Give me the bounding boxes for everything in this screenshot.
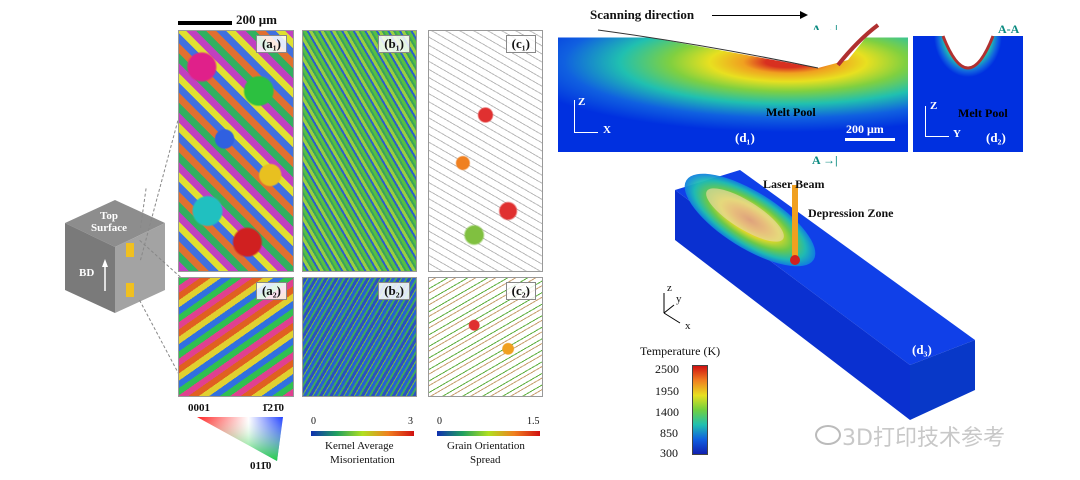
kam-title-1: Kernel Average <box>325 440 394 452</box>
d3-laser-beam-label: Laser Beam <box>763 177 825 191</box>
top-scalebar-label: 200 μm <box>236 12 277 27</box>
d1-scan-arrow <box>712 15 802 16</box>
d3-label: (d₃) <box>912 342 932 357</box>
watermark: 3D打印技术参考 <box>842 426 1005 451</box>
watermark-icon <box>815 425 841 445</box>
d2-axis-z-line <box>925 106 926 136</box>
d1-section-marker-bottom: A →| <box>812 153 838 167</box>
d3-axis-y: y <box>676 293 682 305</box>
temperature-tick: 1400 <box>655 405 679 419</box>
top-scalebar-line <box>178 21 232 25</box>
panel-label-c2: (c₂) <box>505 282 536 300</box>
d2-section-label: A-A <box>998 22 1020 36</box>
kam-max: 3 <box>408 416 413 427</box>
ipf-map-a1: (a₁) <box>178 30 294 272</box>
sample-cube <box>65 200 165 313</box>
cube-top-label: Top Surface <box>90 210 128 234</box>
d2-axis-z: Z <box>930 100 938 112</box>
panel-label-c1: (c₁) <box>505 35 536 53</box>
temperature-title: Temperature (K) <box>640 344 721 358</box>
d2-axis-y: Y <box>953 128 961 140</box>
d3-block <box>675 170 975 420</box>
ipf-label-0001: 0001 <box>188 402 210 414</box>
d1-axis-x-line <box>574 132 598 133</box>
panel-label-a2: (a₂) <box>255 282 287 300</box>
gos-max: 1.5 <box>527 416 540 427</box>
gos-title-2: Spread <box>470 454 501 466</box>
d3-axes <box>663 293 681 324</box>
kam-map-b2: (b₂) <box>302 277 417 397</box>
d1-axis-z: Z <box>578 96 586 108</box>
gos-map-c1: (c₁) <box>428 30 543 272</box>
gos-colorbar <box>437 431 540 436</box>
d3-axis-x: x <box>685 320 691 332</box>
d1-scanning-direction: Scanning direction <box>590 7 695 22</box>
d2-depression <box>913 30 1023 70</box>
ipf-label-1210: 1̄21̄0 <box>262 402 284 414</box>
temperature-tick: 1950 <box>655 384 679 398</box>
ipf-label-0110: 011̄0 <box>250 460 272 472</box>
temperature-tick: 300 <box>660 446 678 460</box>
temperature-tick: 2500 <box>655 362 679 376</box>
cube-bd-label: BD <box>79 267 95 279</box>
temperature-tick: 850 <box>660 426 678 440</box>
d1-scalebar-label: 200 μm <box>846 122 884 136</box>
d1-melt-pool-label: Melt Pool <box>766 105 816 119</box>
d2-cross-section <box>913 30 1023 152</box>
ipf-map-a2: (a₂) <box>178 277 294 397</box>
d2-melt-pool-label: Melt Pool <box>958 106 1008 120</box>
d3-depression-zone-label: Depression Zone <box>808 206 894 220</box>
temperature-colorbar <box>692 365 708 455</box>
gos-min: 0 <box>437 416 442 427</box>
kam-map-b1: (b₁) <box>302 30 417 272</box>
kam-min: 0 <box>311 416 316 427</box>
d1-axis-z-line <box>574 100 575 132</box>
d1-surface-overlay <box>558 20 908 69</box>
d1-scan-arrowhead <box>800 11 808 19</box>
gos-title-1: Grain Orientation <box>447 440 525 452</box>
d1-label: (d₁) <box>735 130 755 145</box>
d3-axis-z: z <box>667 282 672 294</box>
kam-title-2: Misorientation <box>330 454 395 466</box>
panel-label-b2: (b₂) <box>378 282 410 300</box>
panel-label-b1: (b₁) <box>378 35 410 53</box>
d1-scalebar-line <box>845 138 895 141</box>
d2-label: (d₂) <box>986 130 1006 145</box>
d1-axis-x: X <box>603 124 611 136</box>
panel-label-a1: (a₁) <box>255 35 287 53</box>
d2-axis-y-line <box>925 136 949 137</box>
gos-map-c2: (c₂) <box>428 277 543 397</box>
kam-colorbar <box>311 431 414 436</box>
ipf-triangle <box>197 417 283 461</box>
